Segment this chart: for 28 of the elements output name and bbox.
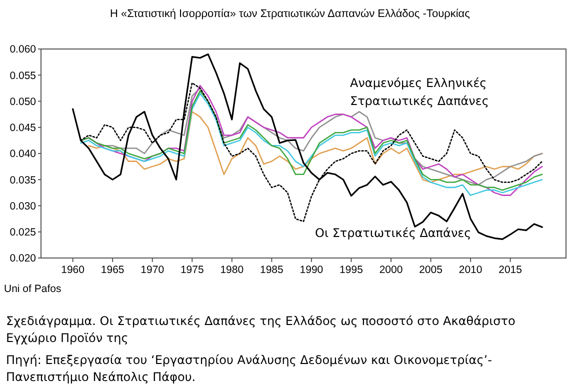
x-tick-label: 1970 [140,264,164,276]
y-tick-label: 0.035 [10,174,36,186]
x-tick-label: 1965 [100,264,124,276]
x-tick-label: 1980 [220,264,244,276]
y-tick-label: 0.055 [10,70,36,82]
x-tick-label: 2015 [498,264,522,276]
y-tick-label: 0.045 [10,122,36,134]
text: Σχεδιάγραμμα. Οι Στρατιωτικές Δαπάνες της Ελλάδος ως ποσοστό στο Ακαθάριστο Εγχώριο Προϊόν της [6,314,516,345]
x-tick-label: 1960 [61,264,85,276]
annotation: Οι Στρατιωτικές Δαπάνες [315,226,472,240]
y-tick-label: 0.030 [10,200,36,212]
y-tick-label: 0.020 [10,252,36,265]
x-tick-label: 1975 [180,264,204,276]
y-tick-label: 0.050 [10,96,36,108]
y-tick-label: 0.025 [10,226,36,239]
annotation: Αναμενόμες Ελληνικές Στρατιωτικές Δαπάνες [350,76,489,108]
y-tick-label: 0.060 [10,44,36,56]
line-series [72,53,543,240]
x-tick-label: 1990 [300,264,324,276]
x-tick-label: 1985 [260,264,284,276]
text: Πηγή: Επεξεργασία του ‘Εργαστηρίου Ανάλυσης Δεδομένων και Οικονομετρίας’- Πανεπιστήμιο Νεάπολις Πάφου. [6,353,492,384]
x-tick-label: 2000 [379,264,403,276]
y-tick-label: 0.040 [10,148,36,160]
x-tick-label: 2005 [419,264,443,276]
chart-title: Η «Στατιστική Ισορροπία» των Στρατιωτικών Δαπανών Ελλάδος -Τουρκίας [110,8,470,20]
x-tick-label: 2010 [458,264,482,276]
x-tick-label: 1995 [340,264,364,276]
text: Uni of Pafos [4,283,62,295]
